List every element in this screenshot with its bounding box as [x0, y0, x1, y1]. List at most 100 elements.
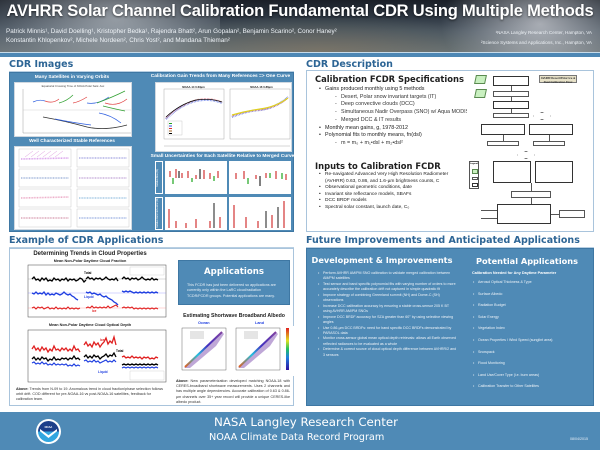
albedo-scatter-plots	[181, 327, 289, 371]
development-item: Increase DCC calibration accuracy by ens…	[318, 304, 458, 314]
trends-caption: Above: Trends from N-09 to 19. Anomalous…	[16, 387, 163, 402]
footer: NOAA NASA Langley Research Center NOAA C…	[0, 412, 600, 450]
flowchart-decision	[533, 112, 551, 120]
affiliation-1: ¹NASA Langley Research Center, Hampton, …	[495, 30, 592, 35]
gain-trend-plots	[163, 88, 291, 147]
uncertainty-bar-plots	[165, 161, 291, 230]
spec-item: Gains produced monthly using 5 methods D…	[319, 86, 474, 125]
footer-organization: NASA Langley Research Center	[214, 415, 399, 429]
development-item: Monitor cross-sensor global mean optical…	[318, 336, 458, 346]
input-item: Re-navigated Advanced Very High Resoluti…	[319, 172, 459, 185]
uncertainty-charts: Relative bias (%) Relative trend stdv er…	[155, 161, 292, 230]
cloud-fraction-plot	[27, 264, 167, 318]
gain-chart-left-title: NOAA-14 0.63µm	[182, 85, 205, 89]
potential-item: Aerosol Optical Thickness & Type	[473, 280, 591, 292]
potential-item: Flood Monitoring	[473, 361, 591, 373]
flowchart-node	[487, 141, 519, 146]
flowchart-node	[535, 161, 573, 183]
flowchart-arrow	[503, 135, 504, 141]
cloud-optical-depth-title: Mean Non-Polar Daytime Cloud Optical Dep…	[48, 323, 132, 327]
stable-reference-plots	[18, 148, 130, 228]
spec-subitem: Deep convective clouds (DCC)	[335, 101, 474, 109]
section-rule	[306, 247, 594, 248]
future-panel: Development & Improvements Perform AVHRR…	[306, 248, 594, 406]
cloud-fraction-title: Mean Non-Polar Daytime Cloud Fraction	[53, 259, 127, 263]
flowchart-title: AVHRR Desert/Polar Ice & Dual Calibratio…	[539, 75, 577, 84]
potential-item: Surface Albedo	[473, 292, 591, 304]
section-rule	[9, 71, 294, 72]
flowchart-arrow	[481, 218, 497, 219]
albedo-title: Estimating Shortwave Broadband Albedo	[183, 313, 285, 319]
inputs-heading: Inputs to Calibration FCDR	[315, 161, 441, 171]
flowchart-decision	[517, 151, 535, 159]
label-total: Total	[116, 349, 124, 353]
flowchart-arrow	[481, 210, 497, 211]
development-item: Improve DCC BRDF accuracy for SZA greate…	[318, 315, 458, 325]
flowchart-node	[493, 113, 529, 118]
potential-item: Calibration Transfer to Other Satellites	[473, 384, 591, 396]
spec-sublist: Desert, Polar snow invariant targets (IT…	[325, 94, 474, 125]
noaa-logo-text: NOAA	[44, 426, 53, 429]
albedo-land-label: Land	[255, 321, 265, 325]
stable-reference-charts	[14, 146, 132, 230]
flowchart-legend-box: Legend	[469, 161, 479, 189]
flowchart-arrow	[549, 135, 550, 141]
inputs-list: Re-navigated Advanced Very High Resoluti…	[319, 172, 459, 212]
flowchart-node	[533, 141, 565, 146]
gain-chart-right-title: NOAA-16 0.86µm	[250, 85, 273, 89]
trends-title: Determining Trends in Cloud Properties	[33, 251, 147, 257]
development-list: Perform AVHRR AM/PM SNO calibration to v…	[318, 271, 458, 358]
flowchart-input-node	[474, 89, 487, 98]
flowchart-node	[481, 124, 525, 135]
footer-program: NOAA Climate Data Record Program	[209, 432, 385, 443]
spec-subitem: Merged DCC & IT results	[335, 117, 474, 125]
noaa-logo: NOAA	[36, 419, 61, 444]
spec-item: Polynomial fits to monthly means, fn(dsl…	[319, 132, 474, 147]
development-item: Use 0.86-µm DCC BRDFs: need for band spe…	[318, 326, 458, 336]
input-item: DCC BRDF models	[319, 198, 459, 205]
section-title-cdr-description: CDR Description	[306, 59, 393, 70]
flowchart-node	[493, 76, 529, 86]
label-total: Total	[84, 271, 92, 275]
label-liquid: Liquid	[84, 295, 94, 299]
orbit-chart-plot	[22, 89, 131, 134]
potential-item: Radiation Budget	[473, 303, 591, 315]
input-item: Spectral solar constant, launch date, C₀	[319, 205, 459, 212]
legend-input-swatch	[472, 169, 478, 174]
authors-line-2: Konstantin Khlopenkov², Michele Nordeen²…	[6, 37, 230, 44]
earth-background	[160, 18, 480, 52]
flowchart-arrow	[511, 97, 512, 101]
potential-applications-heading: Potential Applications	[476, 256, 578, 266]
row-label-trend: Relative trend stdv error (%)	[155, 197, 163, 230]
potential-item: Vegetation Index	[473, 326, 591, 338]
spec-formula: m = m₀ + m₁•dsl + m₂•dsl²	[335, 140, 474, 148]
poster-title: AVHRR Solar Channel Calibration Fundamen…	[6, 2, 594, 20]
label-liquid: Liquid	[98, 370, 108, 374]
gain-trend-charts: NOAA-14 0.63µm NOAA-16 0.86µm	[155, 82, 292, 152]
noaa-logo-emblem: NOAA	[38, 421, 59, 442]
flowchart-output-node	[559, 210, 585, 218]
spec-list: Gains produced monthly using 5 methods D…	[319, 86, 474, 148]
potential-subheading: Calibration Needed for Any Daytime Param…	[472, 271, 557, 275]
cloud-optical-depth-chart: Ice Total Liquid	[18, 329, 168, 386]
label-ice: Ice	[100, 338, 105, 342]
input-item: Invariant site reflectance models, SBAFs	[319, 192, 459, 199]
development-heading: Development & Improvements	[311, 255, 453, 265]
flowchart-legend-label: Legend	[470, 163, 478, 165]
orbit-chart: Equatorial Crossing Time of NOAA Polar S…	[14, 82, 132, 137]
applications-heading: Applications	[204, 267, 264, 277]
row-label-bias: Relative bias (%)	[155, 161, 163, 194]
flowchart-arrow	[531, 198, 532, 204]
affiliation-2: ²Science Systems and Applications, Inc.,…	[481, 40, 592, 45]
potential-item: Ocean Properties / Wind Speed (sunglint …	[473, 338, 591, 350]
section-rule	[9, 247, 294, 248]
header-divider	[0, 52, 600, 57]
flowchart-node	[529, 124, 573, 135]
legend-key-swatch	[472, 183, 478, 187]
orbit-chart-title: Equatorial Crossing Time of NOAA Polar S…	[41, 84, 105, 88]
flowchart-node	[493, 101, 529, 109]
section-title-example-applications: Example of CDR Applications	[9, 235, 164, 246]
flowchart-node	[497, 204, 551, 224]
authors-line-1: Patrick Minnis¹, David Doelling¹, Kristo…	[6, 28, 337, 35]
